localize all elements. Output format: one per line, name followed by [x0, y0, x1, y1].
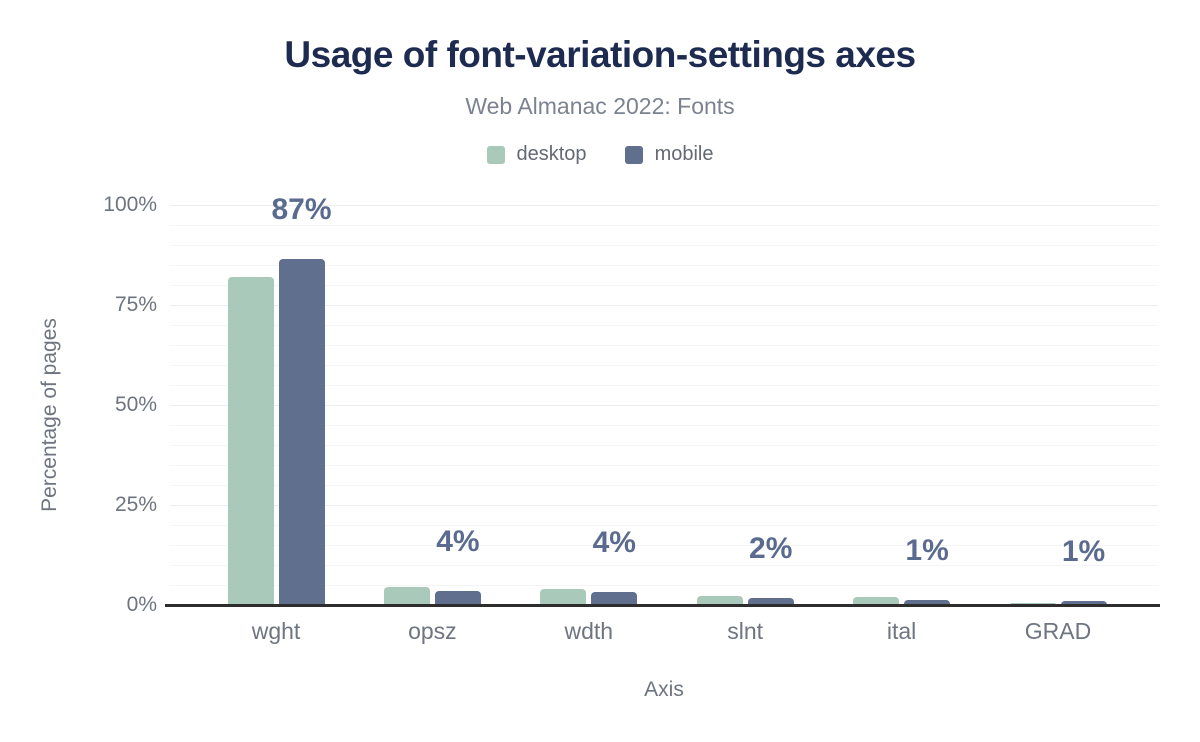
x-tick-label-opsz: opsz — [408, 618, 457, 644]
gridline-minor — [170, 265, 1158, 266]
bar-mobile-ital[interactable] — [904, 600, 951, 605]
gridline-minor — [170, 525, 1158, 526]
gridline-minor — [170, 465, 1158, 466]
bar-mobile-wght[interactable] — [278, 259, 325, 605]
gridline-minor — [170, 285, 1158, 286]
legend-label: desktop — [516, 143, 587, 165]
legend: desktop mobile — [0, 143, 1200, 166]
x-tick-label-ital: ital — [886, 618, 917, 644]
bar-mobile-wdth[interactable] — [591, 592, 638, 605]
gridline-major — [170, 505, 1158, 506]
y-tick-label: 100% — [103, 193, 157, 216]
y-tick-label: 25% — [114, 493, 157, 516]
gridline-minor — [170, 485, 1158, 486]
gridline-minor — [170, 565, 1158, 566]
gridline-minor — [170, 325, 1158, 326]
x-axis-baseline — [165, 604, 1160, 607]
gridline-minor — [170, 585, 1158, 586]
bar-mobile-slnt[interactable] — [747, 598, 794, 605]
x-tick-label-wght: wght — [251, 618, 301, 644]
y-tick-label: 0% — [126, 593, 157, 616]
bar-value-label-ital: 1% — [905, 534, 949, 568]
gridline-minor — [170, 345, 1158, 346]
bar-desktop-opsz[interactable] — [383, 586, 430, 605]
x-tick-label-slnt: slnt — [727, 618, 764, 644]
bar-value-label-opsz: 4% — [436, 524, 480, 558]
bar-value-label-GRAD: 1% — [1061, 535, 1106, 569]
chart-title: Usage of font-variation-settings axes — [284, 34, 916, 75]
x-axis-title: Axis — [644, 678, 684, 701]
gridline-minor — [170, 245, 1158, 246]
legend-swatch-desktop — [486, 145, 505, 164]
bar-desktop-GRAD[interactable] — [1009, 602, 1056, 605]
gridline-major — [170, 405, 1158, 406]
bar-desktop-wdth[interactable] — [540, 588, 587, 605]
x-tick-label-GRAD: GRAD — [1024, 618, 1092, 644]
bar-desktop-slnt[interactable] — [696, 596, 743, 605]
legend-item-mobile[interactable]: mobile — [624, 143, 714, 166]
bar-value-label-slnt: 2% — [749, 532, 793, 566]
gridline-minor — [170, 545, 1158, 546]
bar-desktop-ital[interactable] — [853, 597, 900, 605]
bar-desktop-wght[interactable] — [227, 277, 274, 605]
x-tick-label-wdth: wdth — [564, 618, 614, 644]
legend-label: mobile — [654, 143, 714, 165]
gridline-minor — [170, 445, 1158, 446]
gridline-minor — [170, 365, 1158, 366]
legend-item-desktop[interactable]: desktop — [486, 143, 587, 166]
bar-mobile-opsz[interactable] — [434, 590, 481, 605]
plot-area: 87% 4% 4% 2% 1% 1% — [170, 193, 1158, 605]
gridline-minor — [170, 225, 1158, 226]
bar-value-label-wdth: 4% — [592, 526, 636, 560]
gridline-major — [170, 305, 1158, 306]
y-tick-label: 75% — [114, 293, 157, 316]
y-tick-label: 50% — [114, 393, 157, 416]
gridline-minor — [170, 385, 1158, 386]
chart-subtitle: Web Almanac 2022: Fonts — [465, 93, 735, 119]
legend-swatch-mobile — [624, 145, 643, 164]
bar-value-label-wght: 87% — [271, 193, 332, 226]
gridline-major — [170, 205, 1158, 206]
bar-mobile-GRAD[interactable] — [1060, 601, 1107, 605]
gridline-minor — [170, 425, 1158, 426]
